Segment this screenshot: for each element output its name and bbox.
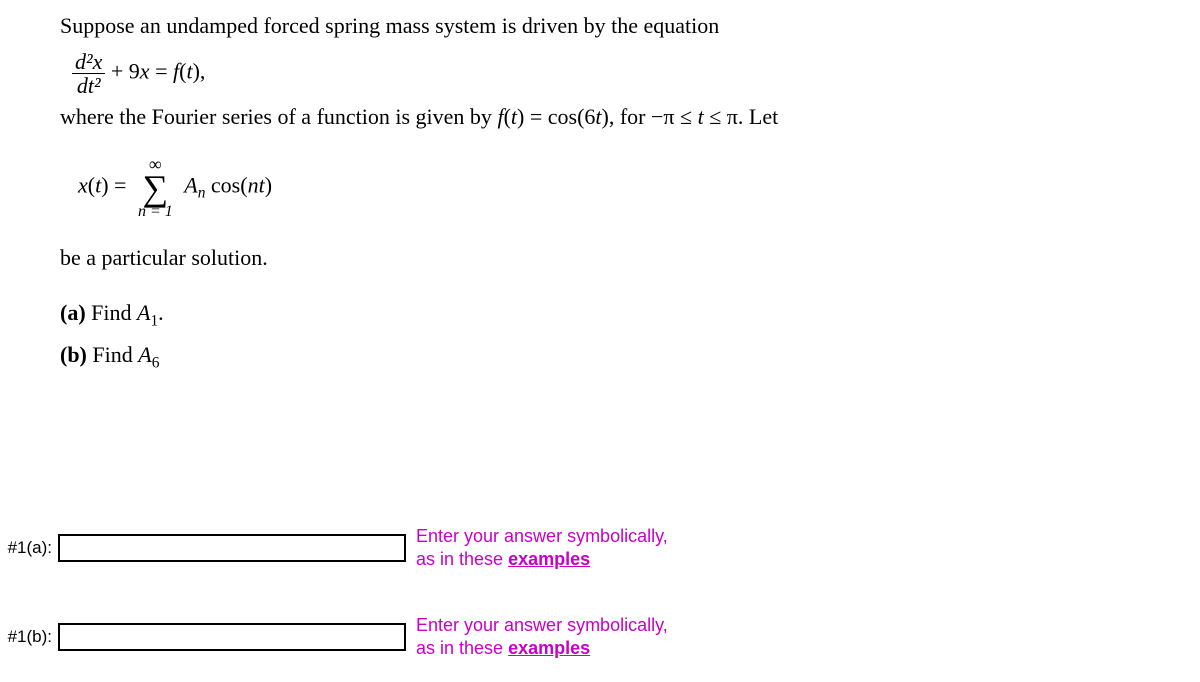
answer-hint-a: Enter your answer symbolically, as in th…: [416, 525, 668, 570]
text: ) = cos(6: [517, 104, 595, 129]
text: Find: [87, 342, 138, 367]
text: ): [265, 172, 272, 197]
problem-statement: Suppose an undamped forced spring mass s…: [0, 0, 1200, 375]
text: (: [504, 104, 511, 129]
eq-text: ),: [193, 59, 206, 84]
intro-text: Suppose an undamped forced spring mass s…: [60, 10, 1200, 42]
closing-text: be a particular solution.: [60, 242, 1200, 274]
eq-var: x: [140, 59, 150, 84]
part-label: (a): [60, 300, 86, 325]
text: ≤ π. Let: [704, 104, 779, 129]
part-label: (b): [60, 342, 87, 367]
answer-hint-b: Enter your answer symbolically, as in th…: [416, 614, 668, 659]
eq-text: + 9: [111, 59, 140, 84]
frac-denominator: dt²: [72, 74, 105, 97]
var: nt: [248, 172, 265, 197]
summation-symbol: ∞ ∑ n = 1: [138, 155, 173, 220]
answer-row-a: #1(a): Enter your answer symbolically, a…: [0, 525, 668, 570]
frac-numerator: d²x: [72, 50, 105, 74]
differential-equation: d²x dt² + 9x = f(t),: [72, 50, 1200, 97]
hint-line1: Enter your answer symbolically,: [416, 615, 668, 635]
text: ), for −π ≤: [602, 104, 698, 129]
eq-text: =: [150, 59, 173, 84]
sigma-icon: ∑: [138, 173, 173, 204]
hint-line1: Enter your answer symbolically,: [416, 526, 668, 546]
part-a: (a) Find A1.: [60, 297, 1200, 333]
text: cos(: [205, 172, 247, 197]
sub: 6: [152, 355, 160, 372]
answer-input-a[interactable]: [58, 534, 406, 562]
answer-label-a: #1(a):: [0, 538, 58, 558]
coef: A: [184, 172, 197, 197]
examples-link[interactable]: examples: [508, 549, 590, 569]
hint-line2-pre: as in these: [416, 638, 508, 658]
text: .: [158, 300, 164, 325]
text: Find: [86, 300, 137, 325]
answer-input-b[interactable]: [58, 623, 406, 651]
text: (: [88, 172, 95, 197]
answer-label-b: #1(b):: [0, 627, 58, 647]
hint-line2-pre: as in these: [416, 549, 508, 569]
part-b: (b) Find A6: [60, 339, 1200, 375]
text: ) =: [101, 172, 132, 197]
fourier-line: where the Fourier series of a function i…: [60, 101, 1200, 133]
solution-form: x(t) = ∞ ∑ n = 1 An cos(nt): [78, 155, 1200, 220]
text: where the Fourier series of a function i…: [60, 104, 497, 129]
sum-lower: n = 1: [138, 204, 173, 220]
answer-row-b: #1(b): Enter your answer symbolically, a…: [0, 614, 668, 659]
var: A: [137, 300, 150, 325]
examples-link[interactable]: examples: [508, 638, 590, 658]
var: x: [78, 172, 88, 197]
var: A: [138, 342, 151, 367]
fraction-d2x-dt2: d²x dt²: [72, 50, 105, 97]
